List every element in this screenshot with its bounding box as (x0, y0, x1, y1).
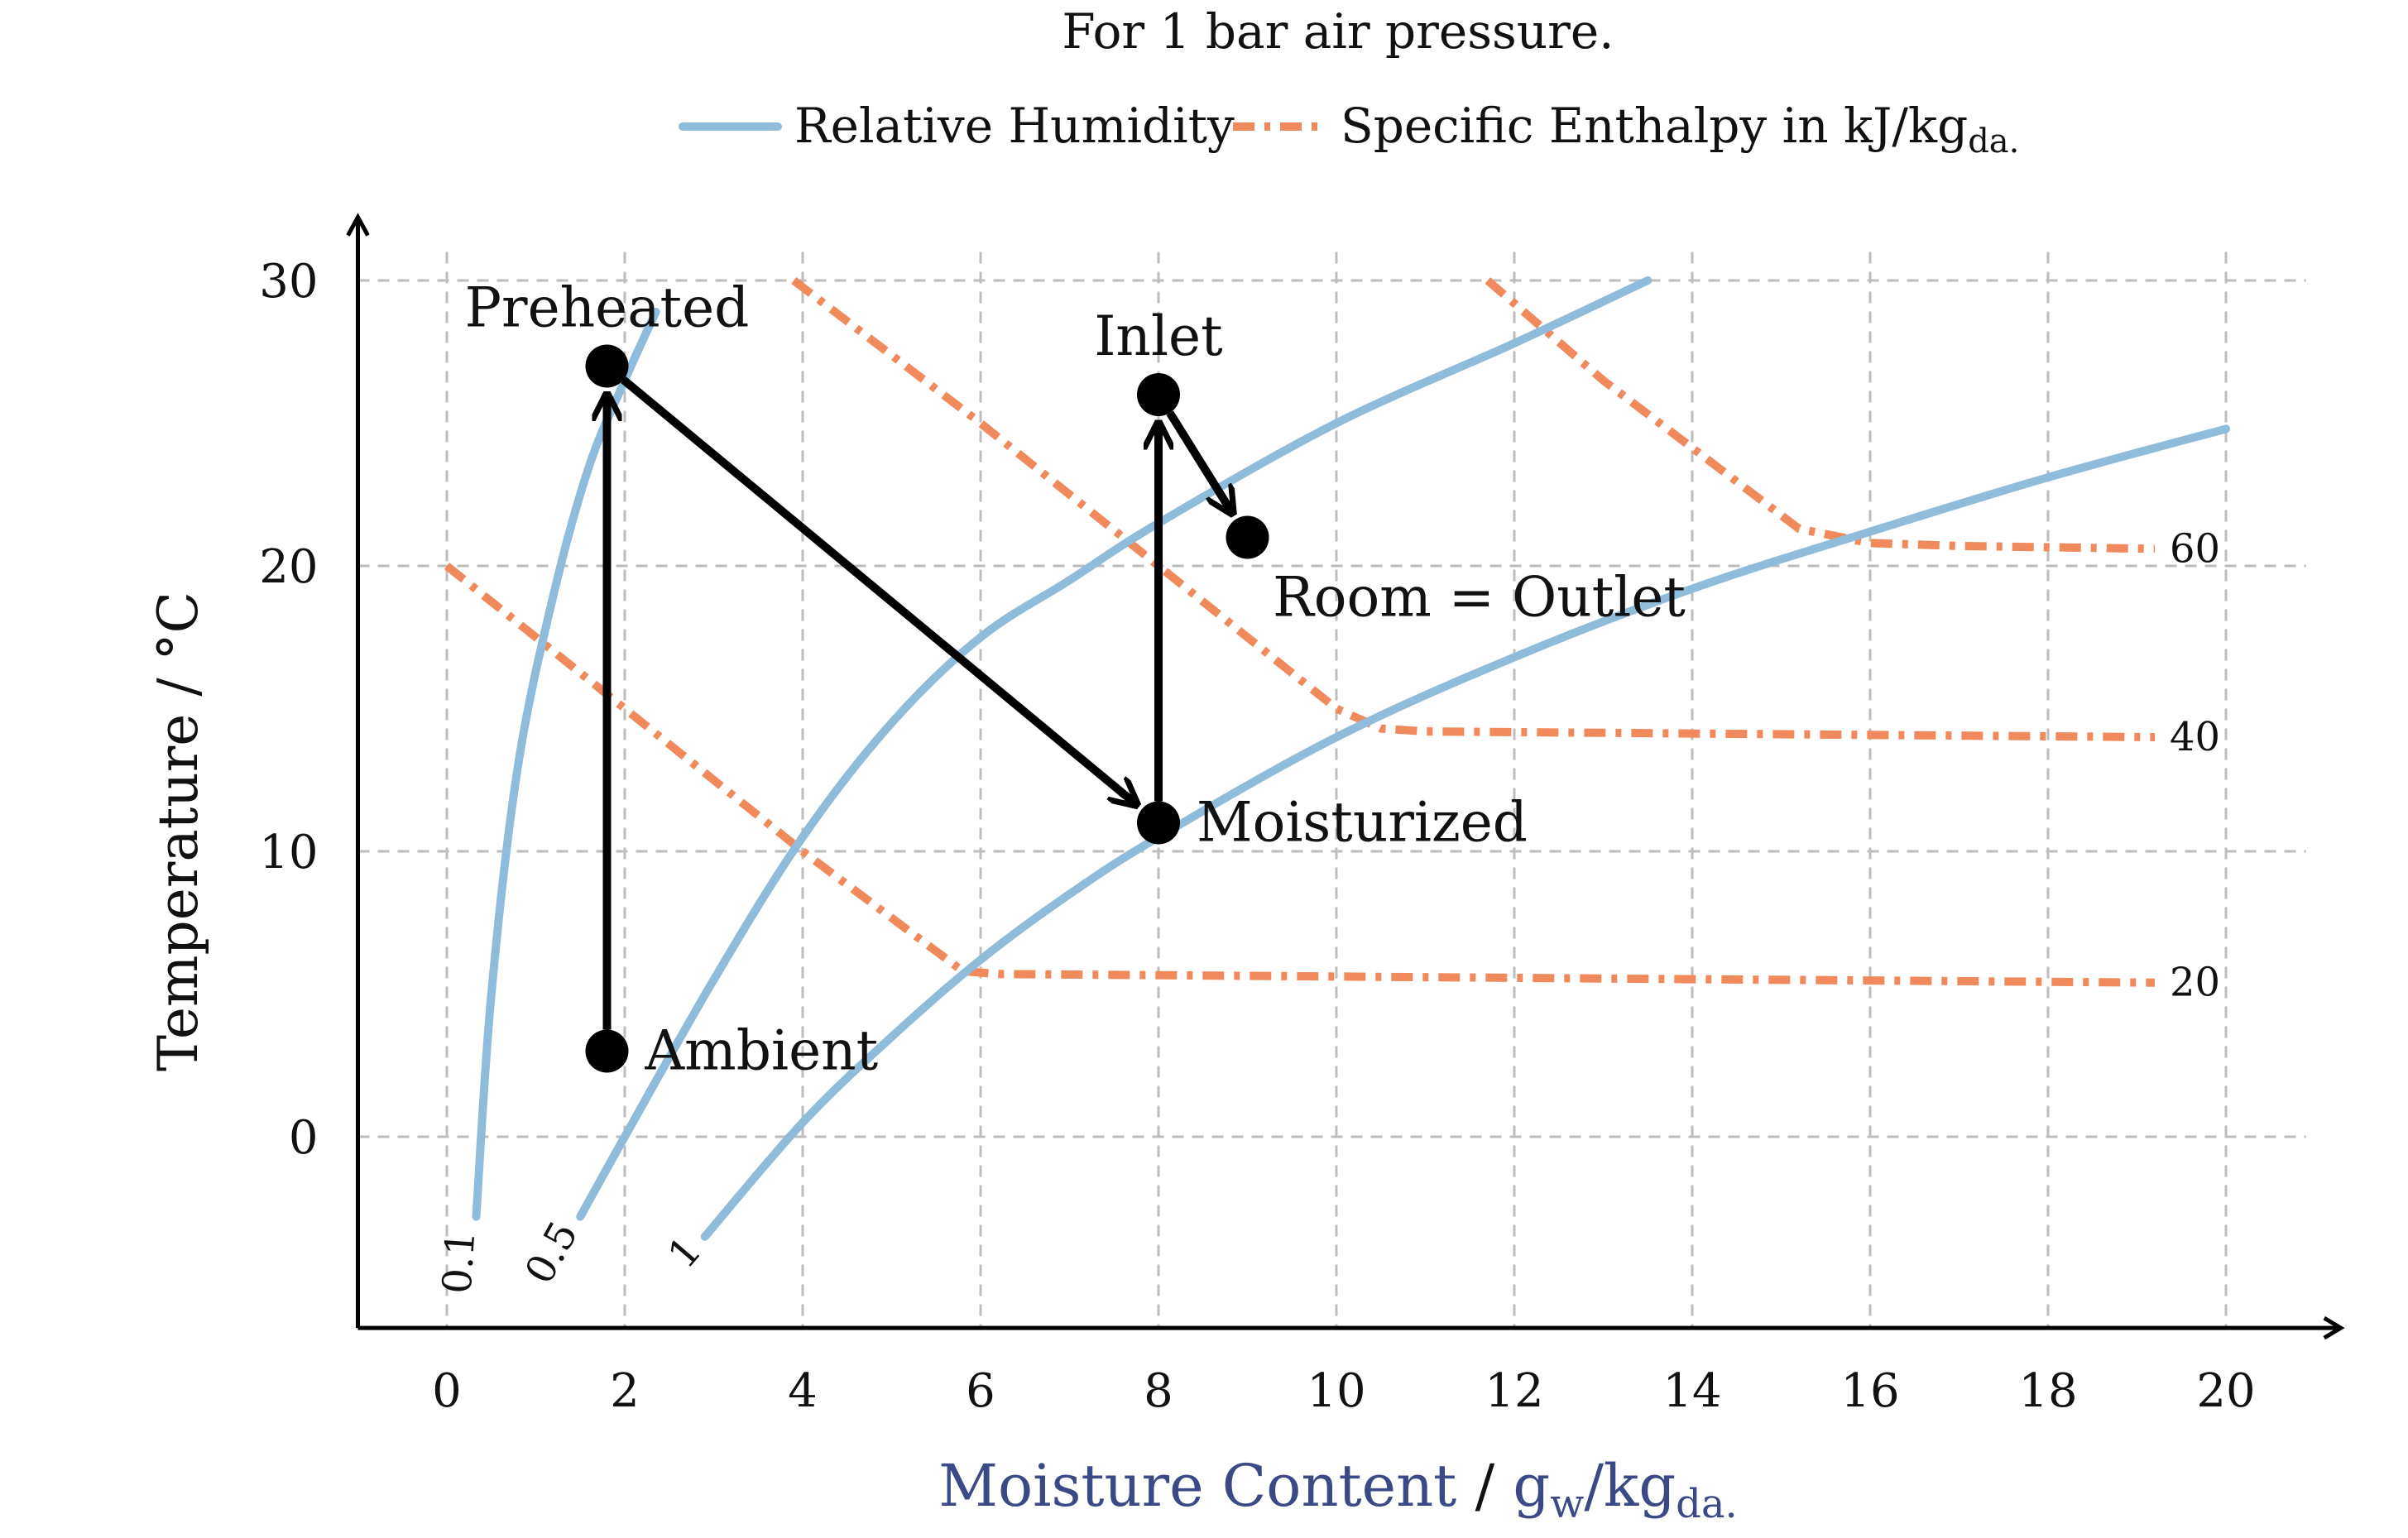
x-tick-label: 10 (1307, 1364, 1365, 1418)
x-tick-label: 16 (1840, 1364, 1899, 1418)
y-tick-label: 0 (289, 1111, 319, 1165)
x-axis-title-main: Moisture Content (938, 1452, 1456, 1520)
process-arrow-2 (621, 376, 1137, 805)
legend-label-enthalpy-main: Specific Enthalpy in kJ/kg (1341, 98, 1968, 154)
state-label-inlet: Inlet (1094, 304, 1222, 368)
enthalpy-line-20 (444, 563, 2156, 987)
relative-humidity-line-1 (700, 424, 2230, 1241)
x-axis-arrowhead (2323, 1316, 2345, 1340)
legend-label-relative-humidity: Relative Humidity (794, 98, 1235, 154)
state-point-ambient (585, 1029, 629, 1073)
state-label-preheated: Preheated (465, 276, 750, 340)
x-tick-label: 12 (1485, 1364, 1543, 1418)
relative-humidity-label-0.5: 0.5 (516, 1214, 588, 1291)
x-axis-title-unit-rest-sub: da. (1676, 1481, 1738, 1527)
legend-label-enthalpy-sub: da. (1968, 122, 2019, 161)
axes: 0 2 4 6 8 10 12 14 16 18 20 0 10 20 30 (259, 213, 2345, 1418)
state-point-preheated (585, 344, 629, 388)
enthalpy-label-60: 60 (2170, 525, 2220, 572)
y-tick-label: 20 (259, 540, 318, 594)
process-arrow-4 (1166, 410, 1233, 513)
x-tick-label: 20 (2196, 1364, 2255, 1418)
state-point-inlet (1137, 373, 1180, 416)
state-points: Ambient Preheated Moisturized Inlet Room = O… (465, 276, 1686, 1083)
x-tick-label: 4 (788, 1364, 818, 1418)
x-axis-title-unit: g (1513, 1452, 1550, 1520)
y-tick-label: 30 (259, 255, 318, 309)
relative-humidity-curves: 0.1 0.5 1 (434, 276, 2230, 1296)
x-tick-label: 14 (1662, 1364, 1721, 1418)
y-axis-arrowhead (346, 213, 370, 237)
enthalpy-label-40: 40 (2170, 714, 2220, 760)
x-tick-label: 6 (966, 1364, 995, 1418)
relative-humidity-label-0.1: 0.1 (434, 1229, 484, 1296)
state-point-room-outlet (1226, 515, 1269, 559)
chart-title: For 1 bar air pressure. (1062, 3, 1614, 60)
legend: Relative Humidity Specific Enthalpy in k… (679, 98, 2019, 161)
process-arrows (607, 376, 1233, 1030)
y-axis-title: Temperature / °C (146, 592, 210, 1071)
state-label-room-outlet: Room = Outlet (1273, 566, 1686, 630)
x-axis-title: Moisture Content / gw/kgda. (938, 1452, 1737, 1527)
x-tick-label: 8 (1144, 1364, 1173, 1418)
x-axis-title-unit-sub: w (1550, 1481, 1584, 1527)
enthalpy-line-60 (1485, 277, 2156, 553)
x-tick-label: 0 (432, 1364, 462, 1418)
x-tick-label: 18 (2018, 1364, 2077, 1418)
state-label-ambient: Ambient (645, 1019, 879, 1083)
x-axis-title-unit-rest: /kg (1584, 1452, 1676, 1520)
legend-label-specific-enthalpy: Specific Enthalpy in kJ/kgda. (1341, 98, 2019, 161)
y-tick-label: 10 (259, 826, 318, 879)
grid (357, 252, 2306, 1329)
relative-humidity-line-0.1 (472, 308, 660, 1221)
relative-humidity-line-0.5 (576, 276, 1653, 1221)
x-tick-label: 2 (610, 1364, 640, 1418)
state-label-moisturized: Moisturized (1197, 791, 1528, 855)
state-point-moisturized (1137, 801, 1180, 845)
enthalpy-label-20: 20 (2170, 960, 2220, 1006)
specific-enthalpy-curves: 20 40 60 (444, 277, 2220, 1006)
x-axis-title-sep: / (1456, 1452, 1513, 1520)
